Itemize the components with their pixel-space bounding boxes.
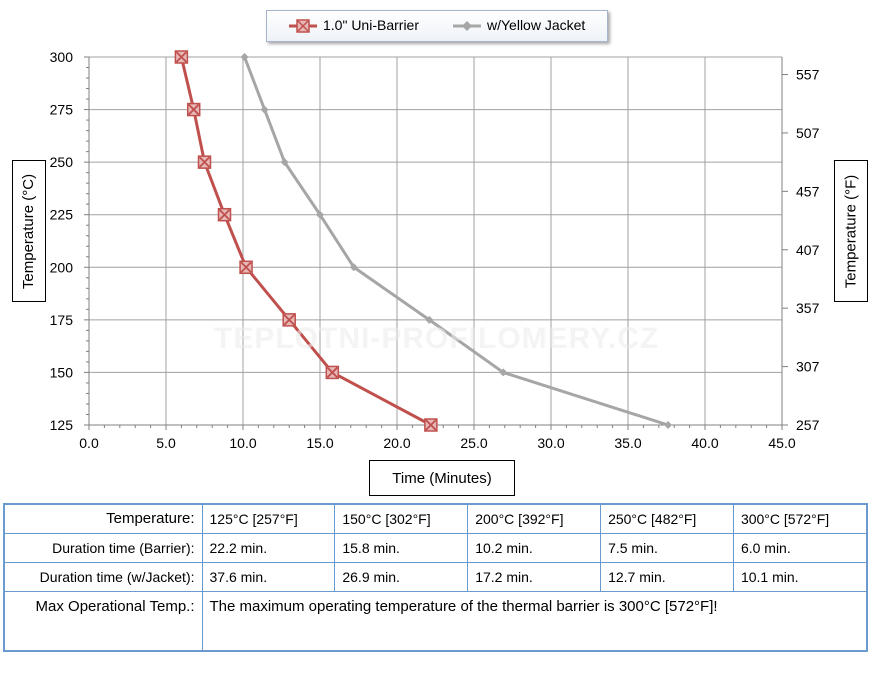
legend-label-jacket: w/Yellow Jacket [487,17,586,33]
table-row-barrier: Duration time (Barrier): 22.2 min. 15.8 … [3,532,868,563]
barrier-label: Duration time (Barrier): [3,532,203,563]
table-cell: 12.7 min. [600,561,734,592]
table-cell: 17.2 min. [467,561,602,592]
x-axis-title: Time (Minutes) [369,460,515,496]
temperature-label: Temperature: [3,503,203,534]
y-axis-title: Temperature (°C) [12,160,46,302]
y-tick-label: 275 [50,102,74,118]
y-tick-label: 200 [50,259,74,275]
x-tick-label: 5.0 [156,435,176,451]
y2-tick-label: 307 [796,359,820,375]
table-cell: 150°C [302°F] [334,503,469,534]
y2-tick-label: 457 [796,183,820,199]
watermark: TEPLOTNI-PROFILOMERY.CZ [214,322,660,355]
y2-tick-label: 357 [796,300,820,316]
table-cell: 6.0 min. [732,532,868,563]
y2-tick-label: 257 [796,417,820,433]
data-point-jacket [240,53,249,61]
max-temp-label: Max Operational Temp.: [3,590,203,652]
x-tick-label: 15.0 [306,435,333,451]
data-point-barrier [424,418,438,432]
table-cell: 26.9 min. [334,561,469,592]
data-point-barrier [282,313,296,327]
info-table: Temperature: 125°C [257°F] 150°C [302°F]… [3,503,868,652]
table-row-jacket: Duration time (w/Jacket): 37.6 min. 26.9… [3,561,868,592]
legend-marker-barrier [289,19,317,33]
data-point-jacket [349,263,358,272]
x-tick-label: 40.0 [691,435,718,451]
data-point-jacket [425,315,434,324]
table-cell: 7.5 min. [600,532,734,563]
table-cell: 300°C [572°F] [732,503,868,534]
table-cell: 10.2 min. [467,532,602,563]
table-cell: 200°C [392°F] [467,503,602,534]
chart: 0.0 5.0 10.0 15.0 20.0 25.0 30.0 35.0 40.0 45.0 12… [50,49,820,451]
tick-labels: 0.0 5.0 10.0 15.0 20.0 25.0 30.0 35.0 40.0 45.0 12… [50,49,820,451]
table-cell: 15.8 min. [334,532,469,563]
jacket-label: Duration time (w/Jacket): [3,561,203,592]
y-tick-label: 150 [50,364,74,380]
y2-tick-label: 507 [796,125,820,141]
table-row-temperature: Temperature: 125°C [257°F] 150°C [302°F]… [3,503,868,534]
y-tick-label: 175 [50,312,74,328]
table-cell: 10.1 min. [732,561,868,592]
data-point-barrier [239,260,253,275]
table-cell: 250°C [482°F] [600,503,734,534]
x-tick-label: 45.0 [768,435,795,451]
table-cell: 37.6 min. [201,561,336,592]
max-temp-note: The maximum operating temperature of the… [201,590,868,652]
y2-tick-label: 407 [796,242,820,258]
y2-axis-title: Temperature (°F) [834,160,868,302]
x-tick-label: 0.0 [79,435,99,451]
y-tick-label: 300 [50,49,74,65]
data-point-jacket [260,105,269,114]
y-tick-label: 125 [50,417,74,433]
data-point-barrier [217,207,232,222]
x-tick-label: 30.0 [537,435,564,451]
data-point-jacket [280,158,289,167]
table-cell: 22.2 min. [201,532,336,563]
grid-lines [89,56,783,425]
y-tick-label: 250 [50,154,74,170]
data-point-jacket [499,368,508,377]
x-tick-label: 20.0 [383,435,410,451]
x-tick-label: 35.0 [614,435,641,451]
y-tick-label: 225 [50,207,74,223]
y2-tick-label: 557 [796,67,820,83]
data-point-barrier [197,155,212,169]
data-point-barrier [325,365,340,380]
legend: 1.0" Uni-Barrier w/Yellow Jacket [266,10,608,42]
legend-label-barrier: 1.0" Uni-Barrier [323,17,419,33]
data-point-jacket [664,421,673,429]
x-tick-label: 25.0 [460,435,487,451]
data-point-jacket [316,210,324,219]
data-point-barrier [186,102,201,117]
series-line-barrier [179,56,432,427]
table-row-max-temp: Max Operational Temp.: The maximum opera… [3,590,868,652]
table-cell: 125°C [257°F] [201,503,336,534]
series-layer [174,50,673,432]
x-tick-label: 10.0 [229,435,256,451]
legend-marker-jacket [453,21,481,31]
series-line-jacket [243,56,669,427]
data-point-barrier [174,50,189,64]
